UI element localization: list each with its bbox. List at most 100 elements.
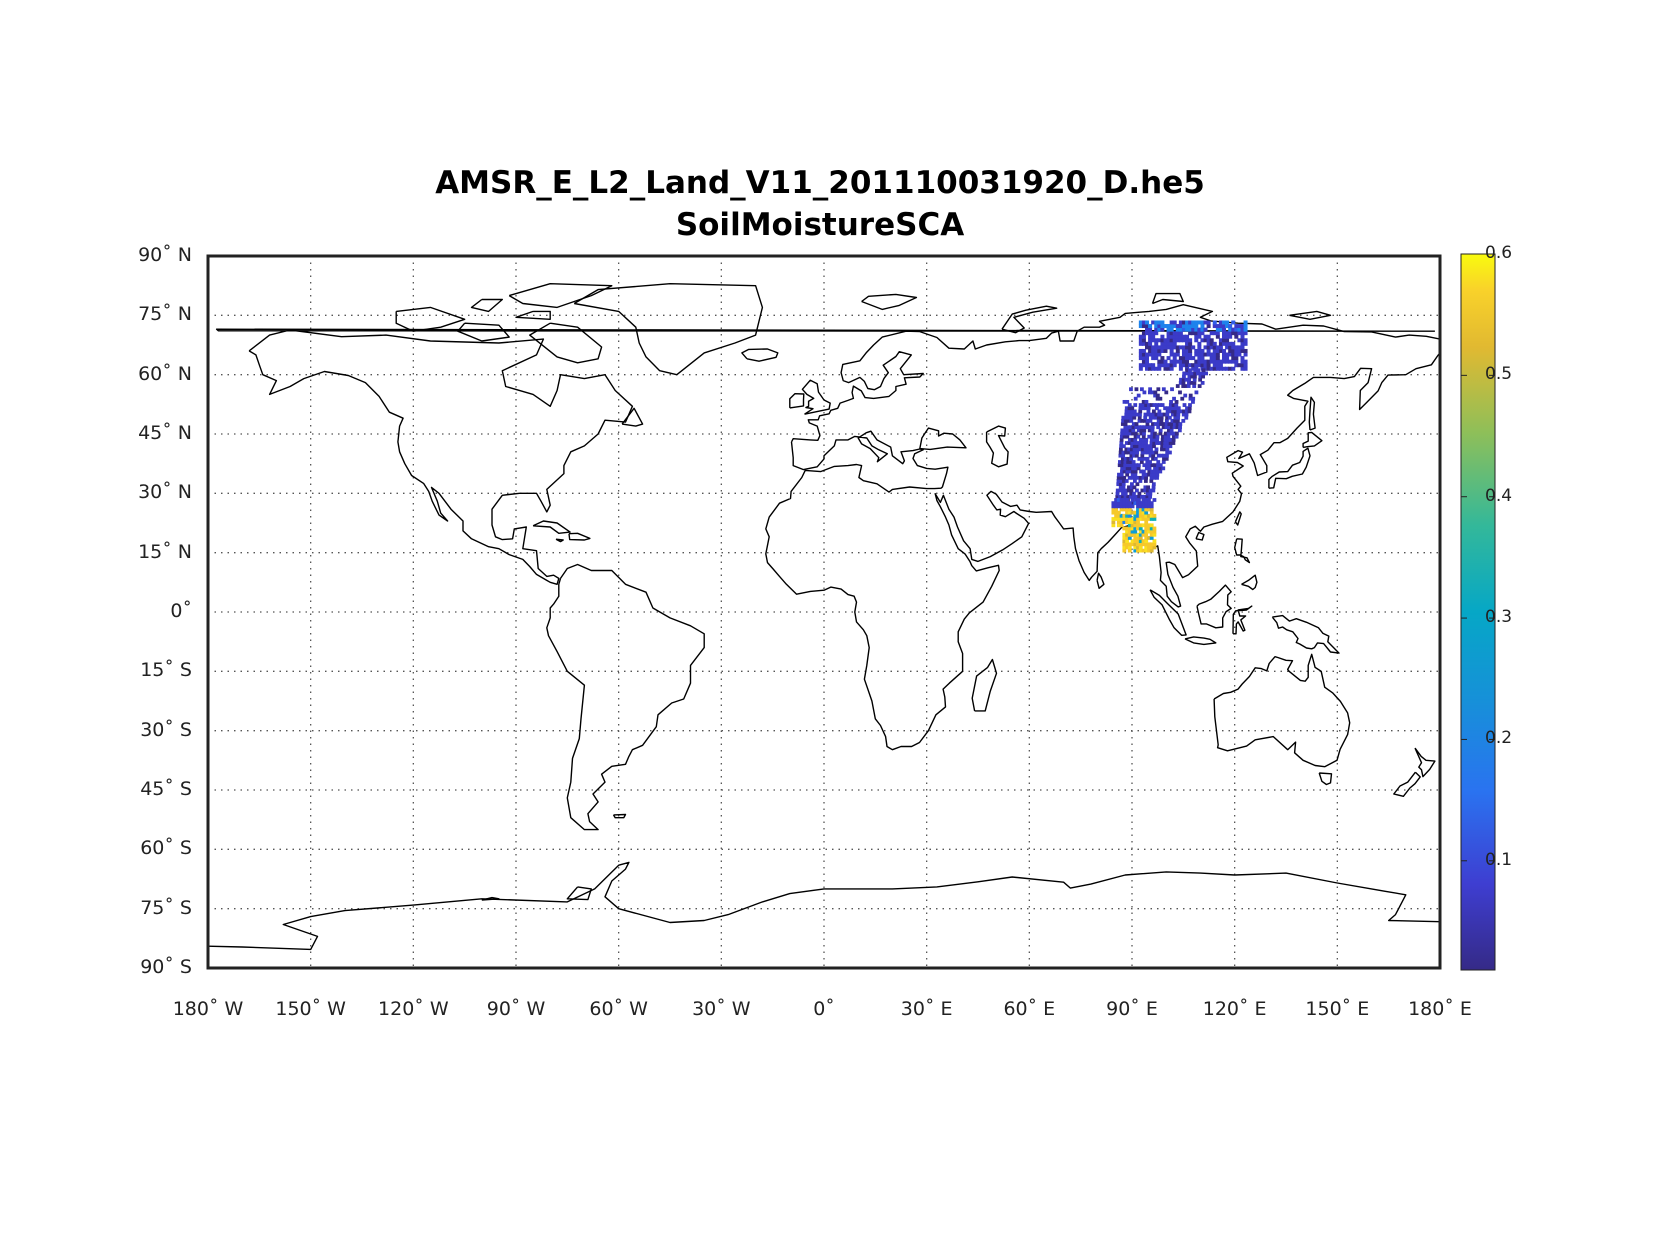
swath-pixel — [1121, 485, 1126, 490]
swath-pixel — [1148, 450, 1153, 455]
swath-pixel — [1149, 526, 1154, 531]
coastline — [789, 393, 805, 409]
swath-pixel — [1228, 341, 1233, 346]
swath-pixel — [1178, 390, 1182, 395]
swath-pixel — [1138, 542, 1143, 547]
swath-pixel — [1149, 536, 1154, 540]
swath-pixel — [1161, 425, 1166, 430]
swath-pixel — [1148, 453, 1153, 458]
swath-pixel — [1164, 422, 1169, 426]
swath-pixel — [1222, 327, 1227, 332]
swath-pixel — [1123, 460, 1128, 464]
swath-pixel — [1155, 475, 1159, 480]
swath-pixel — [1143, 479, 1148, 483]
swath-pixel — [1185, 341, 1190, 346]
swath-pixel — [1152, 434, 1157, 439]
swath-pixel — [1119, 523, 1124, 528]
swath-pixel — [1222, 338, 1227, 343]
swath-pixel — [1222, 366, 1227, 371]
swath-pixel — [1132, 444, 1137, 449]
swath-pixel — [1165, 415, 1170, 420]
swath-pixel — [1143, 485, 1148, 490]
swath-pixel — [1150, 431, 1155, 436]
coastline — [1318, 772, 1333, 786]
swath-pixel — [1161, 460, 1166, 464]
swath-pixel — [1225, 352, 1230, 357]
longitude-label: 60˚ E — [1003, 998, 1056, 1020]
swath-pixel — [1129, 453, 1134, 458]
swath-pixel — [1118, 453, 1123, 458]
swath-pixel — [1141, 320, 1146, 325]
swath-pixel — [1188, 396, 1193, 401]
swath-pixel — [1204, 371, 1208, 376]
swath-pixel — [1178, 334, 1183, 339]
swath-pixel — [1174, 406, 1178, 411]
swath-pixel — [1138, 536, 1143, 540]
swath-pixel — [1120, 494, 1125, 499]
swath-pixel — [1200, 348, 1205, 353]
swath-pixel — [1128, 460, 1133, 464]
coastline — [1414, 747, 1436, 778]
swath-pixel — [1225, 341, 1230, 346]
swath-pixel — [1149, 529, 1154, 534]
swath-pixel — [1123, 463, 1128, 468]
swath-pixel — [1203, 334, 1208, 339]
swath-pixel — [1153, 456, 1158, 461]
swath-pixel — [1133, 396, 1138, 401]
swath-pixel — [1127, 507, 1132, 512]
swath-pixel — [1125, 428, 1130, 433]
swath-pixel — [1138, 352, 1143, 357]
swath-pixel — [1138, 406, 1143, 411]
swath-pixel — [1122, 513, 1127, 518]
swath-pixel — [1169, 324, 1174, 329]
swath-pixel — [1141, 504, 1146, 509]
swath-pixel — [1228, 334, 1233, 339]
swath-pixel — [1144, 466, 1149, 471]
swath-pixel — [1194, 390, 1199, 395]
coastline — [508, 283, 613, 309]
swath-pixel — [1163, 363, 1168, 368]
swath-pixel — [1148, 345, 1153, 350]
swath-pixel — [1123, 494, 1128, 499]
swath-pixel — [1190, 371, 1195, 376]
swath-pixel — [1125, 507, 1129, 512]
swath-pixel — [1178, 380, 1183, 385]
swath-pixel — [1124, 447, 1129, 452]
swath-pixel — [1141, 513, 1146, 518]
swath-pixel — [1111, 504, 1116, 509]
swath-pixel — [1145, 331, 1150, 336]
coastline — [1268, 447, 1311, 489]
swath-pixel — [1148, 363, 1153, 368]
swath-pixel — [1139, 425, 1144, 430]
swath-pixel — [1149, 437, 1154, 442]
swath-pixel — [1118, 485, 1123, 490]
swath-pixel — [1192, 384, 1197, 388]
swath-pixel — [1151, 320, 1156, 325]
colorbar — [1460, 253, 1496, 971]
swath-pixel — [1175, 345, 1180, 350]
swath-pixel — [1178, 359, 1183, 364]
latitude-label: 60˚ S — [140, 837, 192, 860]
swath-pixel — [1225, 345, 1230, 350]
swath-pixel — [1163, 441, 1168, 445]
swath-pixel — [1141, 507, 1146, 512]
swath-pixel — [1122, 469, 1127, 474]
swath-pixel — [1178, 331, 1183, 336]
swath-pixel — [1185, 338, 1190, 343]
swath-pixel — [1151, 422, 1155, 426]
swath-pixel — [1181, 345, 1186, 350]
swath-pixel — [1141, 498, 1146, 502]
swath-pixel — [1200, 327, 1205, 332]
swath-pixel — [1138, 324, 1143, 329]
swath-pixel — [1156, 425, 1161, 430]
swath-pixel — [1200, 356, 1205, 361]
swath-pixel — [1136, 434, 1141, 439]
swath-pixel — [1176, 409, 1181, 414]
swath-pixel — [1209, 366, 1214, 371]
swath-pixel — [1133, 510, 1138, 515]
swath-pixel — [1122, 431, 1127, 436]
swath-pixel — [1126, 450, 1131, 455]
coastline — [1289, 310, 1332, 320]
swath-pixel — [1228, 324, 1233, 329]
swath-pixel — [1133, 437, 1138, 442]
